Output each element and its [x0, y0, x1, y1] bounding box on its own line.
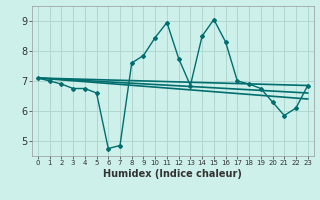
X-axis label: Humidex (Indice chaleur): Humidex (Indice chaleur) [103, 169, 242, 179]
